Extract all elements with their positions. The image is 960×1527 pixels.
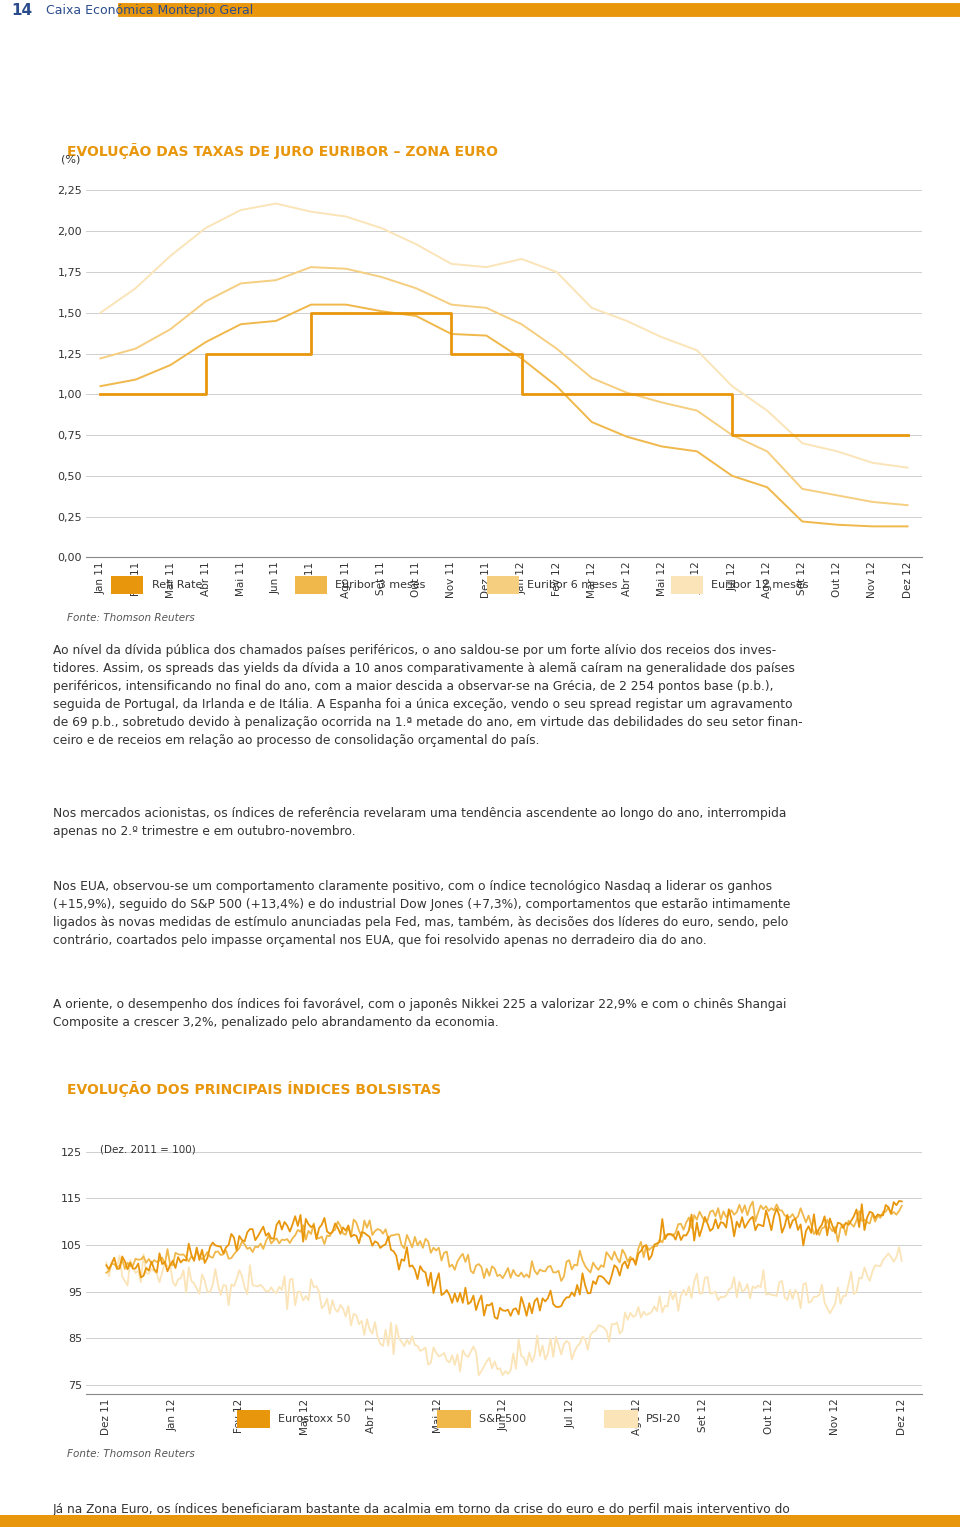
Text: EVOLUÇÃO DOS PRINCIPAIS ÍNDICES BOLSISTAS: EVOLUÇÃO DOS PRINCIPAIS ÍNDICES BOLSISTA… [67, 1081, 442, 1096]
Bar [111, 576, 143, 594]
Text: Euribor 12 meses: Euribor 12 meses [711, 580, 808, 589]
Text: Fonte: Thomson Reuters: Fonte: Thomson Reuters [67, 1449, 195, 1458]
Text: PSI-20: PSI-20 [646, 1414, 682, 1423]
Bar [604, 1409, 637, 1428]
Text: S&P 500: S&P 500 [479, 1414, 526, 1423]
Text: Ao nível da dívida pública dos chamados países periféricos, o ano saldou-se por : Ao nível da dívida pública dos chamados … [53, 644, 803, 747]
Text: Euribor 6 meses: Euribor 6 meses [527, 580, 618, 589]
Text: (Dez. 2011 = 100): (Dez. 2011 = 100) [100, 1145, 196, 1154]
Text: Refi Rate: Refi Rate [152, 580, 202, 589]
Text: A oriente, o desempenho dos índices foi favorável, com o japonês Nikkei 225 a va: A oriente, o desempenho dos índices foi … [53, 999, 786, 1029]
Text: Nos EUA, observou-se um comportamento claramente positivo, com o índice tecnológ: Nos EUA, observou-se um comportamento cl… [53, 880, 790, 947]
Bar [237, 1409, 270, 1428]
Text: Caixa Económica Montepio Geral: Caixa Económica Montepio Geral [46, 3, 253, 17]
Bar [488, 576, 519, 594]
Text: (%): (%) [61, 154, 81, 165]
Text: Já na Zona Euro, os índices beneficiaram bastante da acalmia em torno da crise d: Já na Zona Euro, os índices beneficiaram… [53, 1503, 791, 1527]
Text: Euribor 3 meses: Euribor 3 meses [335, 580, 425, 589]
Text: Nos mercados acionistas, os índices de referência revelaram uma tendência ascend: Nos mercados acionistas, os índices de r… [53, 808, 786, 838]
Bar [671, 576, 703, 594]
Bar [437, 1409, 470, 1428]
Text: Eurostoxx 50: Eurostoxx 50 [278, 1414, 351, 1423]
Text: EVOLUÇÃO DAS TAXAS DE JURO EURIBOR – ZONA EURO: EVOLUÇÃO DAS TAXAS DE JURO EURIBOR – ZON… [67, 144, 498, 159]
Text: 14: 14 [12, 3, 33, 18]
Bar [296, 576, 327, 594]
Text: Fonte: Thomson Reuters: Fonte: Thomson Reuters [67, 614, 195, 623]
